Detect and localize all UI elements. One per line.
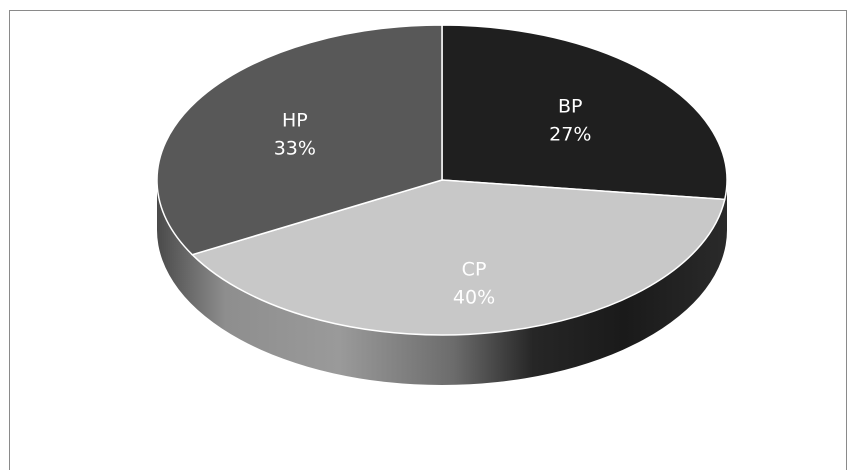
pie-value-hp: 33% <box>274 138 316 160</box>
pie-labels: BP 27% CP 40% HP 33% <box>274 95 592 308</box>
pie-chart: BP 27% CP 40% HP 33% <box>156 24 728 385</box>
chart-frame <box>9 10 847 470</box>
pie-side-walls <box>157 180 727 385</box>
pie-slice-cp <box>190 179 726 336</box>
pie-side-wall <box>157 180 727 385</box>
pie-label-cp: CP <box>462 258 487 280</box>
pie-label-hp: HP <box>282 110 308 132</box>
pie-value-cp: 40% <box>453 286 495 308</box>
pie-label-bp: BP <box>558 95 583 117</box>
pie-slices <box>156 24 728 336</box>
pie-slice-bp <box>441 24 728 201</box>
pie-value-bp: 27% <box>549 123 591 145</box>
pie-slice-hp <box>156 24 443 256</box>
